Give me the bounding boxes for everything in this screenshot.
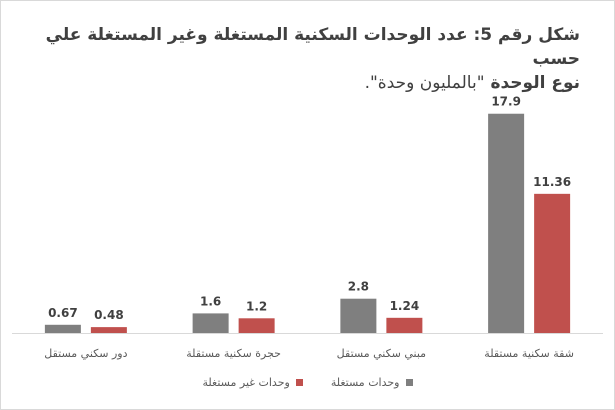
data-label-occupied-3: 17.9 [491, 95, 521, 109]
title-line-2-normal: "بالمليون وحدة". [364, 73, 485, 93]
category-label-2: مبني سكني مستقل [337, 347, 426, 360]
title-line-1: شكل رقم 5: عدد الوحدات السكنية المستغلة … [45, 25, 580, 69]
data-label-vacant-1: 1.2 [246, 299, 267, 313]
bar-occupied-1 [192, 313, 229, 333]
data-label-vacant-3: 11.36 [533, 175, 571, 189]
data-label-occupied-2: 2.8 [348, 280, 369, 294]
data-label-occupied-0: 0.67 [48, 306, 78, 320]
category-label-0: دور سكني مستقل [44, 347, 127, 360]
legend-label-vacant: وحدات غير مستغلة [202, 376, 290, 389]
bar-occupied-0 [44, 324, 81, 333]
title-line-2-bold: نوع الوحدة [484, 73, 580, 93]
legend-item-occupied: وحدات مستغلة [331, 376, 413, 389]
legend-item-vacant: وحدات غير مستغلة [203, 376, 303, 389]
bar-vacant-1 [238, 318, 275, 333]
title-line-2: نوع الوحدة "بالمليون وحدة". [40, 71, 580, 95]
bar-occupied-2 [340, 298, 377, 333]
legend-label-occupied: وحدات مستغلة [330, 376, 400, 389]
legend-swatch-occupied [405, 379, 413, 386]
bar-vacant-3 [534, 193, 571, 333]
data-label-vacant-0: 0.48 [94, 308, 124, 322]
bar-occupied-3 [488, 113, 525, 333]
data-label-vacant-2: 1.24 [390, 299, 420, 313]
category-label-1: حجرة سكنية مستقلة [186, 347, 281, 360]
bar-vacant-2 [386, 317, 423, 333]
data-label-occupied-1: 1.6 [200, 294, 221, 308]
legend-swatch-vacant [295, 379, 303, 386]
chart-title: شكل رقم 5: عدد الوحدات السكنية المستغلة … [40, 23, 580, 95]
chart-legend: وحدات مستغلة وحدات غير مستغلة [0, 376, 615, 389]
category-label-3: شقة سكنية مستقلة [484, 347, 574, 360]
bar-vacant-0 [90, 327, 127, 333]
